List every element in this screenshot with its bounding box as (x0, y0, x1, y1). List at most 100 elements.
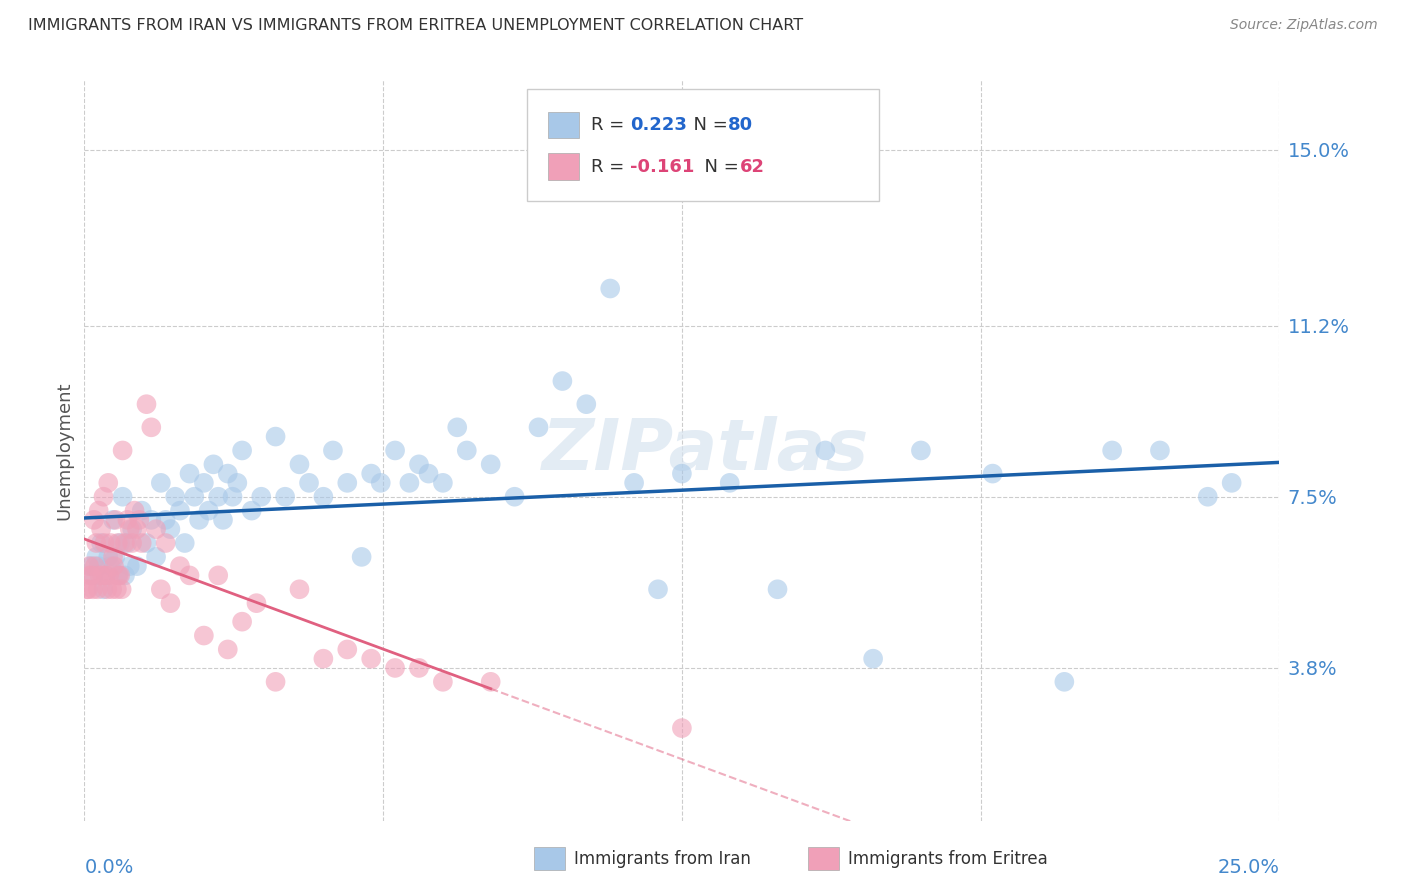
Point (240, 503, 263, 517)
Point (350, 549, 373, 564)
Point (145, 549, 167, 564)
Point (77, 559, 100, 574)
Point (89, 568, 111, 582)
Point (212, 513, 235, 527)
Point (217, 642, 239, 657)
Point (111, 490, 134, 504)
Point (418, 467, 440, 481)
Point (111, 443, 134, 458)
Point (94, 568, 117, 582)
Point (288, 582, 311, 597)
Point (221, 490, 243, 504)
Point (207, 568, 229, 582)
Point (527, 420, 550, 434)
Point (264, 674, 287, 689)
Point (193, 629, 215, 643)
Point (114, 568, 136, 582)
Point (336, 475, 359, 490)
Point (114, 536, 136, 550)
Point (599, 281, 621, 295)
Point (149, 582, 172, 597)
Text: Immigrants from Iran: Immigrants from Iran (574, 850, 751, 868)
Point (188, 513, 211, 527)
Point (93, 490, 115, 504)
Point (128, 513, 150, 527)
Point (125, 559, 148, 574)
Point (76, 582, 98, 597)
Point (82, 582, 104, 597)
Point (862, 651, 884, 665)
Point (96, 582, 118, 597)
Point (231, 443, 253, 458)
Point (121, 536, 143, 550)
Point (141, 420, 163, 434)
Point (101, 582, 124, 597)
Point (117, 536, 139, 550)
Point (446, 420, 468, 434)
Point (226, 475, 249, 490)
Point (121, 522, 143, 536)
Point (91, 568, 114, 582)
Point (83, 559, 105, 574)
Point (503, 490, 526, 504)
Point (193, 475, 215, 490)
Point (77, 582, 100, 597)
Point (165, 490, 187, 504)
Text: R =: R = (591, 116, 630, 134)
Text: -0.161: -0.161 (630, 158, 695, 176)
Point (110, 536, 132, 550)
Point (145, 522, 167, 536)
Text: N =: N = (682, 116, 734, 134)
Point (104, 513, 127, 527)
Point (107, 568, 129, 582)
Point (86, 536, 108, 550)
Y-axis label: Unemployment: Unemployment (55, 381, 73, 520)
Point (169, 559, 191, 574)
Point (231, 615, 253, 629)
Point (118, 522, 141, 536)
Point (131, 536, 153, 550)
Point (197, 503, 219, 517)
Point (322, 443, 344, 458)
Point (131, 503, 153, 517)
Point (766, 582, 789, 597)
Point (98, 568, 121, 582)
Point (1101, 443, 1123, 458)
Point (97, 475, 120, 490)
Point (83, 513, 105, 527)
Point (312, 651, 335, 665)
Point (179, 467, 201, 481)
Point (141, 513, 163, 527)
Point (87, 582, 110, 597)
Text: 62: 62 (740, 158, 765, 176)
Point (111, 582, 134, 597)
Point (104, 549, 127, 564)
Point (110, 568, 132, 582)
Point (173, 536, 195, 550)
Point (103, 559, 125, 574)
Point (125, 522, 148, 536)
Point (408, 458, 430, 472)
Point (288, 458, 311, 472)
Text: Immigrants from Eritrea: Immigrants from Eritrea (848, 850, 1047, 868)
Point (245, 596, 267, 610)
Point (217, 467, 239, 481)
Point (80, 568, 103, 582)
Point (93, 536, 115, 550)
Point (87, 503, 110, 517)
Point (336, 642, 359, 657)
Point (398, 475, 420, 490)
Text: Source: ZipAtlas.com: Source: ZipAtlas.com (1230, 18, 1378, 32)
Point (814, 443, 837, 458)
Point (1053, 674, 1076, 689)
Text: IMMIGRANTS FROM IRAN VS IMMIGRANTS FROM ERITREA UNEMPLOYMENT CORRELATION CHART: IMMIGRANTS FROM IRAN VS IMMIGRANTS FROM … (28, 18, 803, 33)
Point (479, 458, 502, 472)
Text: 0.223: 0.223 (630, 116, 686, 134)
Point (118, 559, 141, 574)
Point (360, 651, 382, 665)
Text: R =: R = (591, 158, 630, 176)
Point (647, 582, 669, 597)
Point (671, 721, 693, 735)
Point (360, 467, 382, 481)
Point (384, 661, 406, 675)
